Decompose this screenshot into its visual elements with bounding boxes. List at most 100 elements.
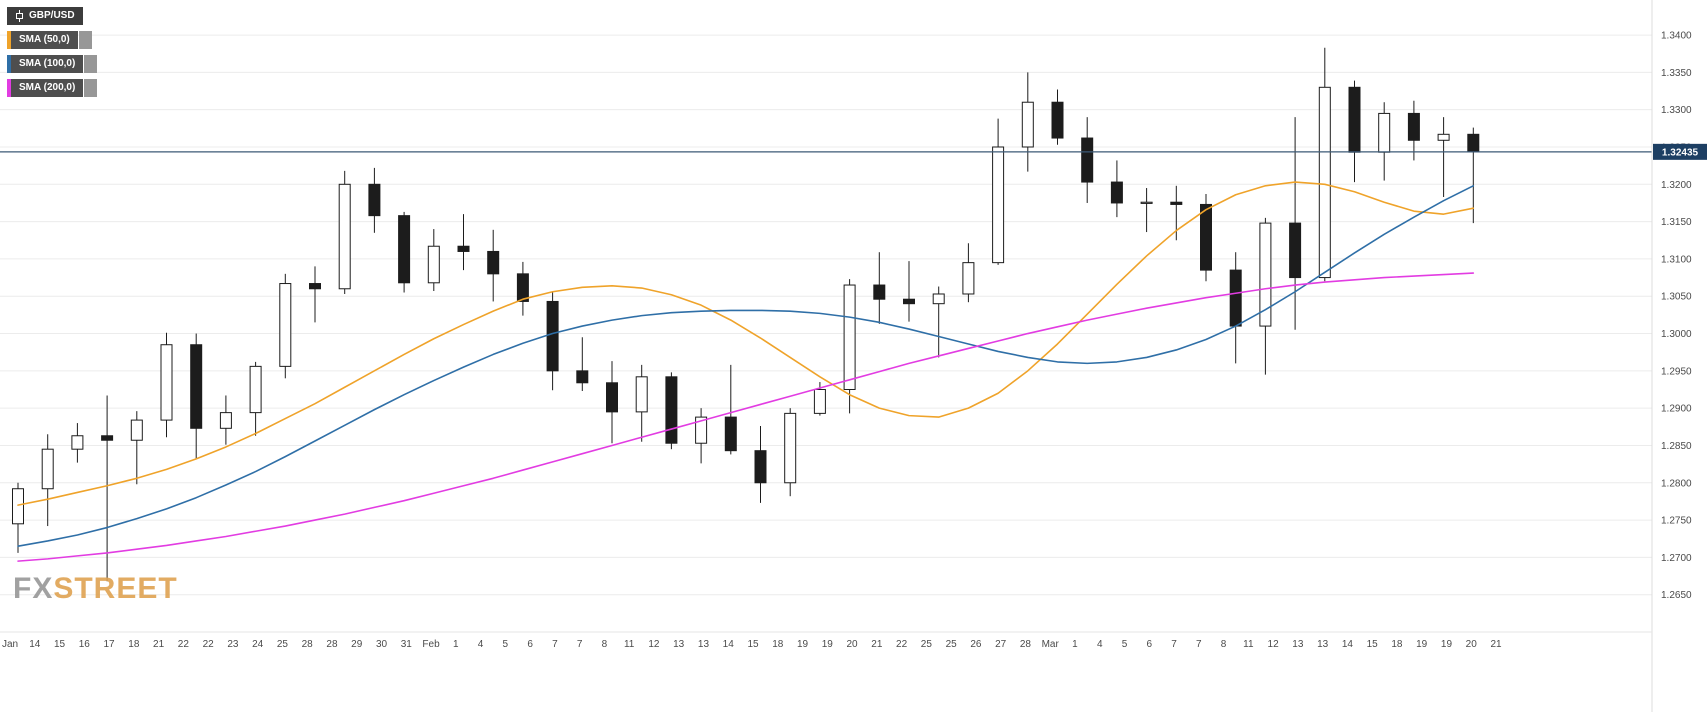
y-axis-label: 1.2900 (1661, 404, 1692, 415)
x-axis-label: 16 (79, 639, 91, 650)
x-axis-label: 15 (54, 639, 66, 650)
candle-up (932, 293, 945, 305)
candle-down (516, 273, 529, 302)
candle-down (457, 245, 470, 252)
candle-up (219, 412, 232, 429)
x-axis-label: 1 (453, 639, 459, 650)
current-price-tag (1653, 143, 1707, 160)
candle-up (695, 416, 708, 444)
sma200-label: SMA (200,0) (19, 82, 76, 93)
symbol-legend-row: GBP/USD (7, 7, 97, 25)
y-axis-label: 1.2850 (1661, 441, 1692, 452)
candle-down (1467, 133, 1480, 153)
candle-down (1348, 86, 1361, 153)
x-axis-label: 18 (1391, 639, 1403, 650)
candle-up (784, 412, 797, 484)
candle-up (12, 488, 24, 525)
x-axis-label: 20 (847, 639, 859, 650)
x-axis-label: 13 (1317, 639, 1329, 650)
sma200-settings-button[interactable] (84, 79, 98, 97)
candle-up (1318, 86, 1331, 279)
x-axis-label: 30 (376, 639, 388, 650)
x-axis-label: 7 (1171, 639, 1177, 650)
sma50-badge[interactable]: SMA (50,0) (11, 31, 78, 49)
x-axis-label: 28 (326, 639, 338, 650)
candle-up (843, 284, 856, 390)
candle-down (546, 300, 559, 372)
sma200-legend-row: SMA (200,0) (7, 79, 98, 97)
x-axis-label: 31 (401, 639, 413, 650)
sma50-color-chip (7, 31, 11, 49)
x-axis-label: 21 (871, 639, 883, 650)
x-axis-label: 27 (995, 639, 1007, 650)
symbol-badge[interactable]: GBP/USD (7, 7, 83, 25)
candle-down (309, 283, 321, 290)
candle-down (368, 183, 381, 217)
legend: GBP/USD SMA (50,0) SMA (100,0) SMA (200,… (7, 7, 98, 97)
x-axis-label: 14 (1342, 639, 1354, 650)
x-axis-label: 13 (698, 639, 710, 650)
candle-down (1051, 101, 1064, 139)
y-axis-label: 1.2800 (1661, 478, 1692, 489)
chart-plot-area[interactable] (0, 0, 1652, 632)
candle-up (1140, 201, 1153, 204)
candle-up (992, 146, 1005, 264)
fxstreet-watermark: FXSTREET (13, 572, 178, 606)
candle-up (279, 283, 292, 367)
watermark-street: STREET (53, 572, 178, 605)
sma-line-50 (17, 181, 1475, 506)
y-axis-label: 1.3200 (1661, 180, 1692, 191)
y-axis-label: 1.3000 (1661, 329, 1692, 340)
x-axis-label: 4 (1097, 639, 1103, 650)
y-axis-label: 1.3150 (1661, 217, 1692, 228)
candle-down (903, 298, 915, 305)
candle-up (1259, 222, 1272, 327)
candle-up (338, 183, 351, 290)
candle-down (398, 215, 411, 284)
x-axis-label: 17 (104, 639, 116, 650)
x-axis-label: 25 (921, 639, 933, 650)
sma100-label: SMA (100,0) (19, 58, 76, 69)
sma100-badge[interactable]: SMA (100,0) (11, 55, 84, 73)
candle-up (160, 344, 173, 421)
candle-down (487, 250, 500, 275)
x-axis-label: 8 (1221, 639, 1227, 650)
candlestick-icon (15, 10, 24, 22)
sma-line-200 (17, 272, 1475, 562)
candle-down (1170, 201, 1183, 205)
y-axis-label: 1.2750 (1661, 516, 1692, 527)
sma100-settings-button[interactable] (84, 55, 98, 73)
sma200-badge[interactable]: SMA (200,0) (11, 79, 84, 97)
sma200-color-chip (7, 79, 11, 97)
candle-down (1289, 222, 1302, 279)
sma50-settings-button[interactable] (78, 31, 92, 49)
x-axis-label: 1 (1072, 639, 1078, 650)
y-axis-label: 1.3400 (1661, 31, 1692, 42)
x-axis-label: 20 (1466, 639, 1478, 650)
x-axis-label: 28 (302, 639, 314, 650)
x-axis-label: 14 (723, 639, 735, 650)
candle-down (724, 416, 737, 452)
candle-up (130, 419, 143, 441)
candle-up (635, 376, 648, 413)
candle-down (1229, 269, 1242, 327)
sma-line-100 (17, 184, 1475, 547)
sma100-color-chip (7, 55, 11, 73)
x-axis-label: 6 (527, 639, 533, 650)
candle-down (665, 376, 678, 444)
x-axis-label: 19 (797, 639, 809, 650)
x-axis-label: 12 (648, 639, 660, 650)
x-axis-label: 25 (277, 639, 289, 650)
x-axis-label: 13 (673, 639, 685, 650)
x-axis-label: 4 (478, 639, 484, 650)
x-axis-label: 21 (1490, 639, 1502, 650)
candle-down (1081, 137, 1094, 183)
x-axis-label: 26 (970, 639, 982, 650)
candle-down (1200, 203, 1212, 271)
candle-down (1110, 181, 1123, 204)
sma50-legend-row: SMA (50,0) (7, 31, 97, 49)
x-axis-label: 25 (946, 639, 958, 650)
y-axis-label: 1.3350 (1661, 68, 1692, 79)
x-axis-label: 22 (178, 639, 190, 650)
